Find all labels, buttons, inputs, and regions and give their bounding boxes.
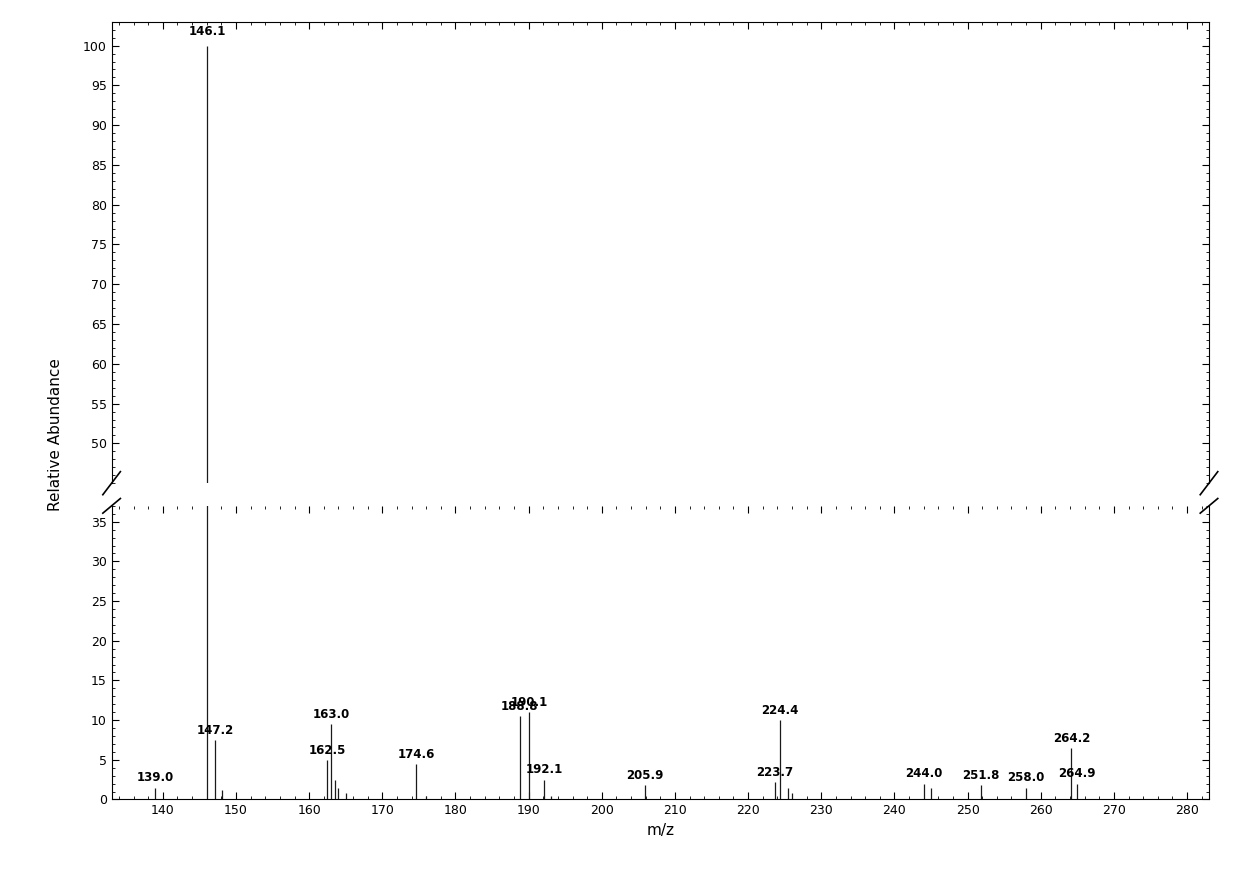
Text: 264.9: 264.9: [1058, 767, 1095, 780]
Text: 188.8: 188.8: [501, 700, 538, 713]
Text: Relative Abundance: Relative Abundance: [48, 358, 63, 511]
Text: 139.0: 139.0: [136, 772, 174, 785]
Text: 147.2: 147.2: [197, 724, 234, 737]
Text: 244.0: 244.0: [905, 767, 942, 780]
Text: 163.0: 163.0: [312, 708, 350, 721]
Text: 258.0: 258.0: [1007, 772, 1045, 785]
Text: 264.2: 264.2: [1053, 732, 1090, 745]
Text: 251.8: 251.8: [962, 769, 999, 782]
X-axis label: m/z: m/z: [646, 823, 675, 838]
Text: 192.1: 192.1: [526, 764, 563, 777]
Text: 223.7: 223.7: [756, 766, 794, 779]
Text: 190.1: 190.1: [511, 696, 548, 709]
Text: 224.4: 224.4: [761, 704, 799, 717]
Text: 146.1: 146.1: [188, 24, 226, 37]
Text: 205.9: 205.9: [626, 769, 663, 782]
Text: 174.6: 174.6: [397, 747, 435, 760]
Text: 162.5: 162.5: [309, 744, 346, 757]
